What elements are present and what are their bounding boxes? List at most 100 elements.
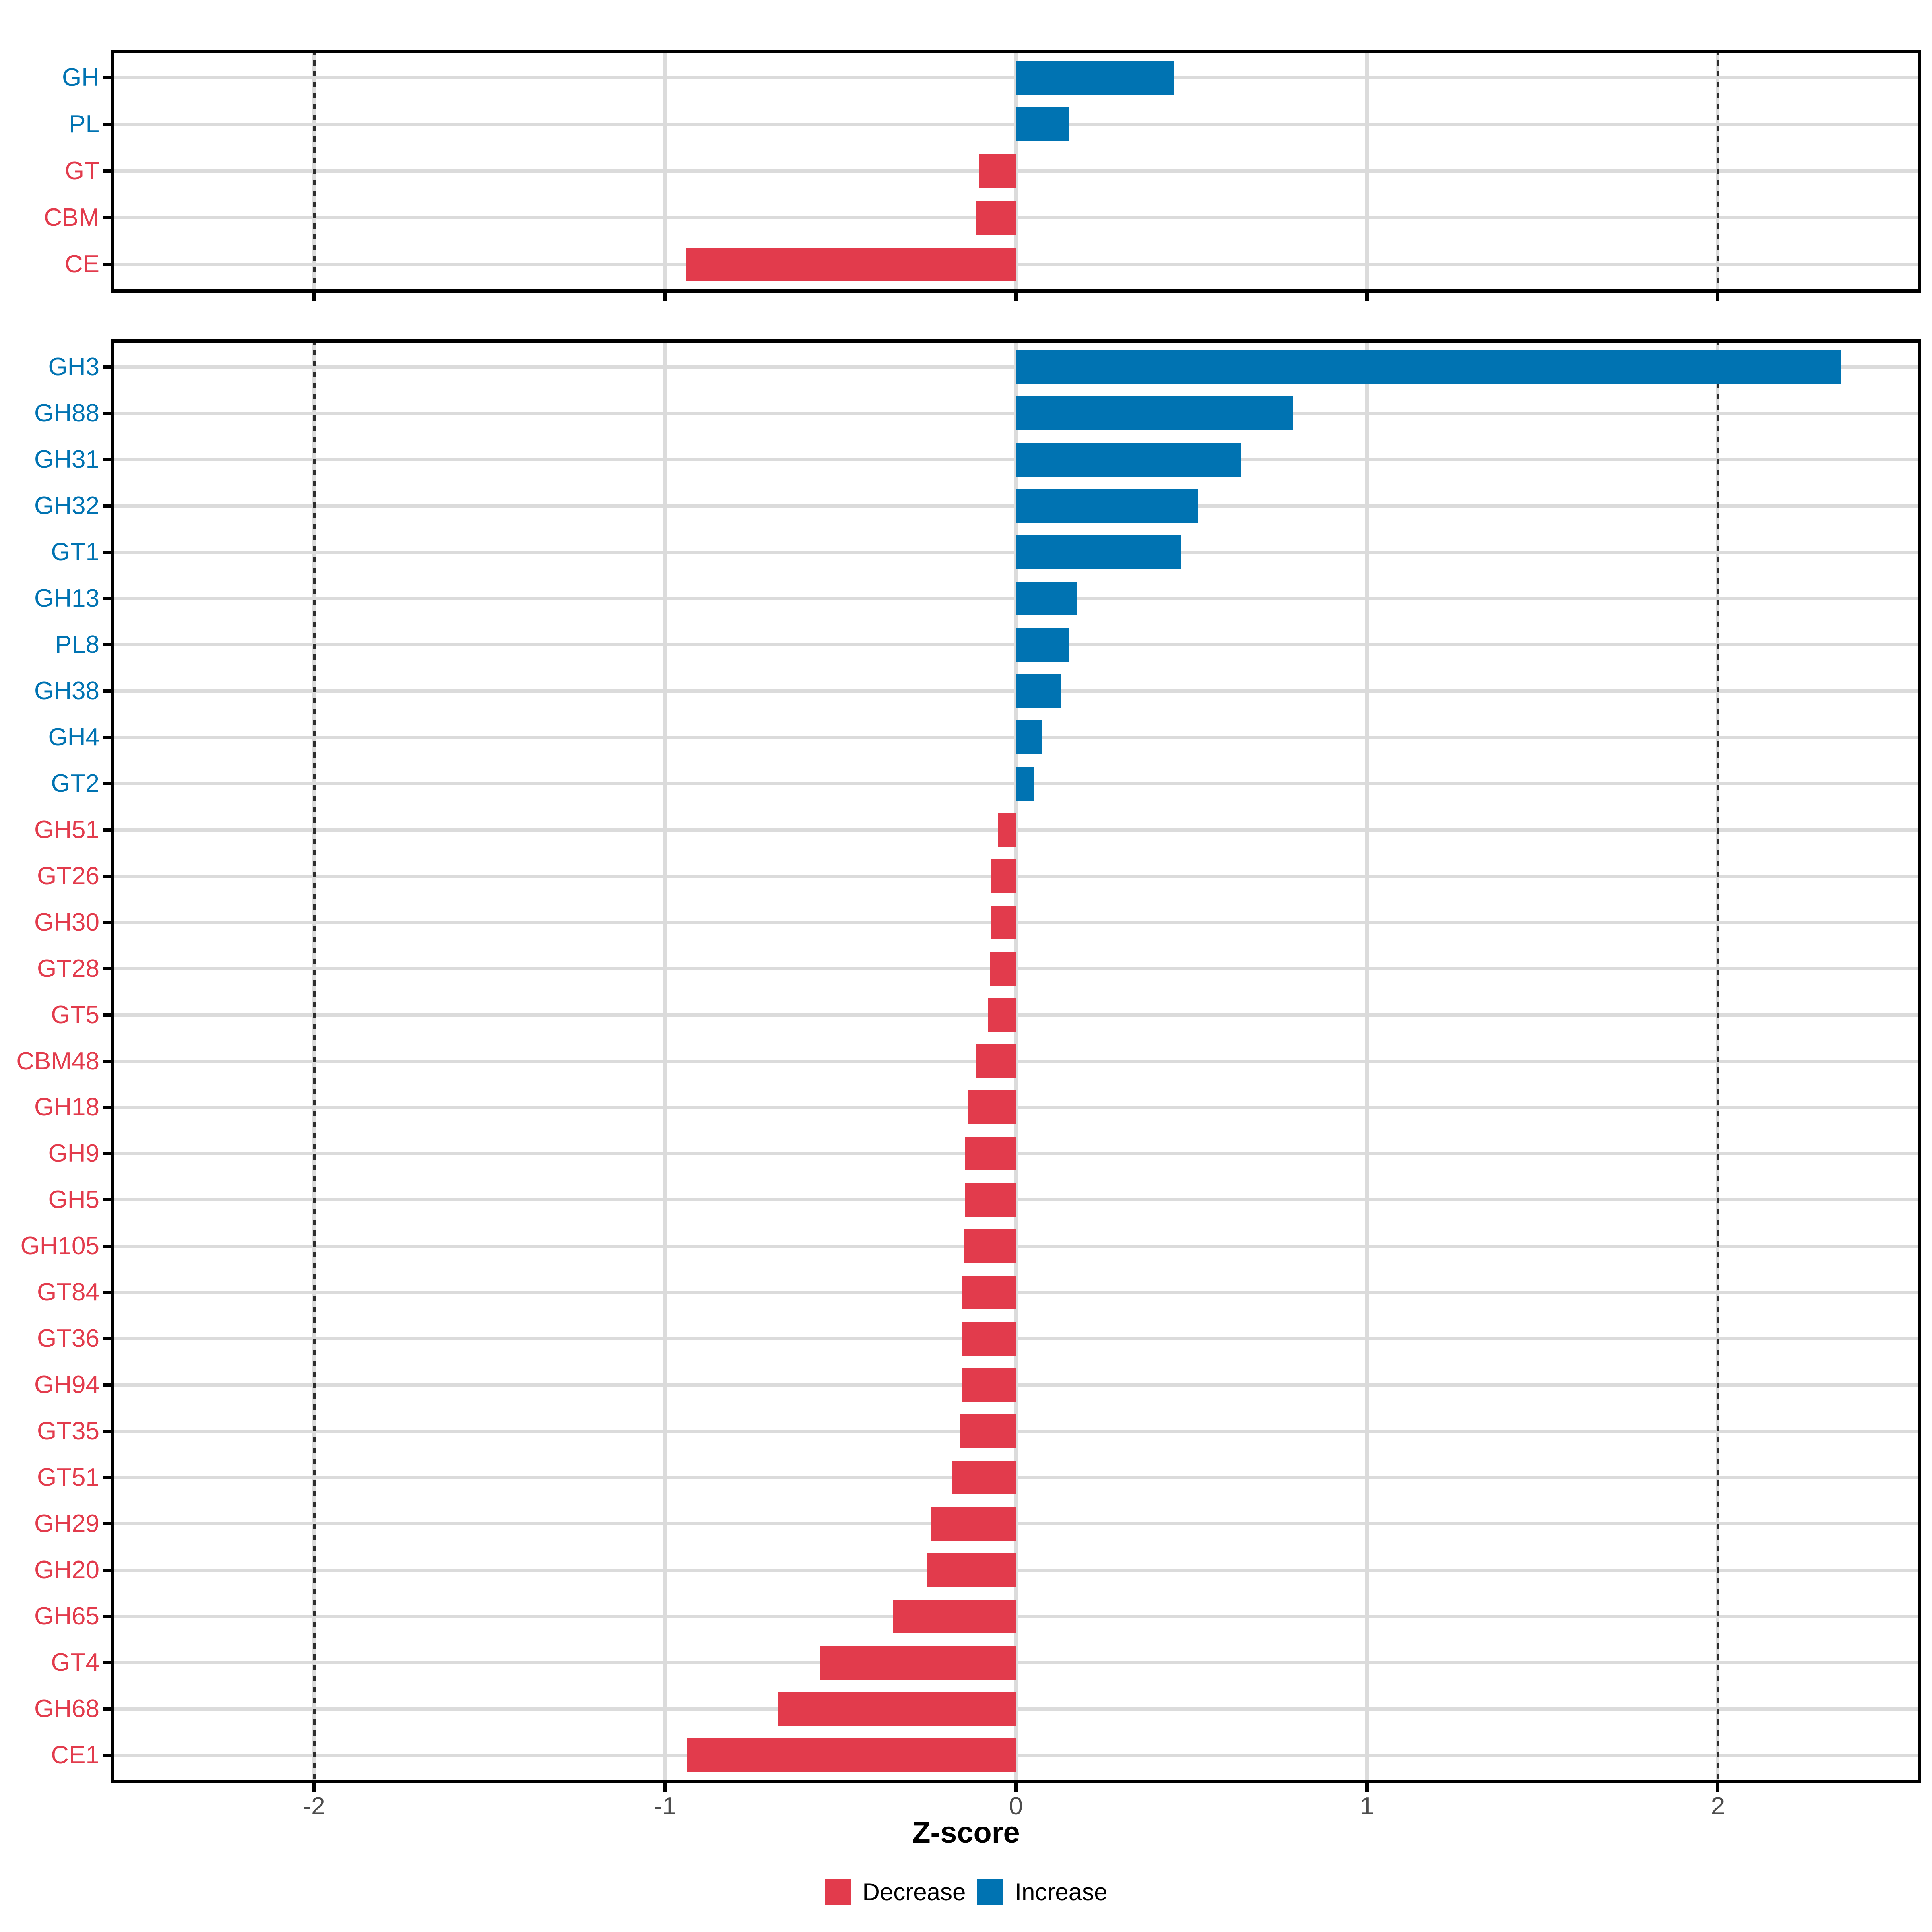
y-tick-GH4 (103, 735, 111, 739)
bar-GT (978, 154, 1016, 188)
bar-GH4 (1016, 720, 1042, 754)
y-tick-GH32 (103, 504, 111, 508)
gridline-row-GH5 (111, 1198, 1921, 1202)
gridline-row-CE (111, 263, 1921, 266)
y-axis-label-GT84: GT84 (37, 1278, 99, 1307)
y-tick-CE1 (103, 1754, 111, 1757)
y-axis-label-GT28: GT28 (37, 954, 99, 983)
gridline-row-CE1 (111, 1754, 1921, 1757)
gridline-row-GT36 (111, 1337, 1921, 1341)
y-tick-GH65 (103, 1615, 111, 1618)
y-axis-label-GH5: GH5 (48, 1186, 99, 1214)
y-tick-GT51 (103, 1476, 111, 1480)
y-axis-label-GH88: GH88 (34, 399, 99, 427)
x-tick-p0-1 (1365, 293, 1368, 301)
threshold-line--2 (313, 339, 316, 1783)
bar-GH20 (927, 1553, 1016, 1587)
y-tick-GH51 (103, 828, 111, 832)
bar-GT84 (962, 1276, 1016, 1310)
gridline-row-GH105 (111, 1245, 1921, 1248)
y-tick-GH5 (103, 1198, 111, 1202)
bar-GH105 (964, 1229, 1016, 1263)
gridline-row-GT (111, 169, 1921, 173)
y-axis-label-GH65: GH65 (34, 1602, 99, 1631)
y-axis-label-GH3: GH3 (48, 353, 99, 381)
gridline-row-GT84 (111, 1291, 1921, 1294)
y-axis-label-CBM: CBM (44, 204, 99, 232)
bar-GH65 (893, 1600, 1016, 1634)
gridline-row-GT35 (111, 1430, 1921, 1433)
y-tick-PL (103, 122, 111, 126)
y-axis-label-CE1: CE1 (51, 1741, 99, 1769)
gridline-row-GH9 (111, 1152, 1921, 1156)
y-tick-GH18 (103, 1106, 111, 1109)
bar-PL (1016, 107, 1069, 141)
y-axis-label-GH29: GH29 (34, 1510, 99, 1538)
y-axis-label-GH105: GH105 (20, 1232, 99, 1260)
gridline-row-GT51 (111, 1476, 1921, 1480)
bar-GH30 (991, 905, 1016, 939)
bar-GT1 (1016, 535, 1181, 569)
gridline-row-CBM48 (111, 1059, 1921, 1063)
y-axis-label-GH30: GH30 (34, 908, 99, 936)
bar-GT35 (959, 1414, 1016, 1449)
x-tick-p0--2 (312, 293, 316, 301)
gridline-row-GH94 (111, 1383, 1921, 1387)
bar-CE (686, 248, 1016, 282)
bar-GT28 (990, 952, 1016, 986)
x-tick-label-1: 1 (1360, 1792, 1374, 1820)
y-tick-GT26 (103, 874, 111, 878)
gridline-row-GH65 (111, 1615, 1921, 1618)
y-axis-label-GH68: GH68 (34, 1695, 99, 1723)
y-axis-label-GH13: GH13 (34, 584, 99, 612)
y-axis-label-GH32: GH32 (34, 491, 99, 520)
y-tick-GH3 (103, 365, 111, 369)
threshold-line--2 (313, 50, 316, 293)
bar-GT51 (952, 1461, 1016, 1495)
y-tick-CBM (103, 216, 111, 220)
gridline-row-GT26 (111, 874, 1921, 878)
x-tick-label-0: 0 (1009, 1792, 1023, 1820)
y-axis-label-GT36: GT36 (37, 1325, 99, 1353)
x-tick-p1-1 (1365, 1783, 1368, 1792)
gridline-row-CBM (111, 216, 1921, 220)
y-tick-GT (103, 169, 111, 173)
y-axis-label-GH18: GH18 (34, 1093, 99, 1121)
y-axis-label-GH: GH (62, 63, 99, 91)
y-axis-label-CBM48: CBM48 (16, 1047, 99, 1075)
y-axis-label-GT5: GT5 (51, 1001, 99, 1029)
bar-GT26 (991, 859, 1016, 893)
y-tick-GT5 (103, 1013, 111, 1017)
y-tick-PL8 (103, 643, 111, 646)
y-axis-label-PL8: PL8 (55, 630, 99, 658)
y-tick-GT84 (103, 1291, 111, 1294)
bar-GH88 (1016, 396, 1293, 430)
legend-key-increase (977, 1879, 1004, 1905)
bar-GH38 (1016, 674, 1062, 708)
x-tick-p0-2 (1716, 293, 1719, 301)
x-tick-p0-0 (1014, 293, 1018, 301)
bar-CBM48 (976, 1044, 1016, 1078)
y-axis-label-GT1: GT1 (51, 538, 99, 566)
x-tick-label--2: -2 (303, 1792, 325, 1820)
y-tick-GT4 (103, 1661, 111, 1665)
y-tick-GH31 (103, 458, 111, 461)
bar-GH68 (777, 1692, 1016, 1726)
x-tick-p1--1 (663, 1783, 667, 1792)
y-axis-label-GT26: GT26 (37, 862, 99, 890)
bar-GH31 (1016, 442, 1241, 477)
y-tick-GT28 (103, 967, 111, 970)
gridline-row-GH51 (111, 828, 1921, 832)
y-axis-label-GH38: GH38 (34, 677, 99, 705)
y-tick-GT35 (103, 1430, 111, 1433)
y-axis-label-GT: GT (64, 157, 99, 185)
legend-label-increase: Increase (1015, 1878, 1108, 1905)
x-axis-title: Z-score (912, 1816, 1020, 1849)
bar-GH (1016, 60, 1174, 95)
x-tick-label--1: -1 (654, 1792, 676, 1820)
bar-GH29 (931, 1507, 1016, 1541)
bar-GT36 (962, 1322, 1016, 1356)
gridline-row-GH30 (111, 921, 1921, 924)
y-axis-label-GT51: GT51 (37, 1463, 99, 1492)
